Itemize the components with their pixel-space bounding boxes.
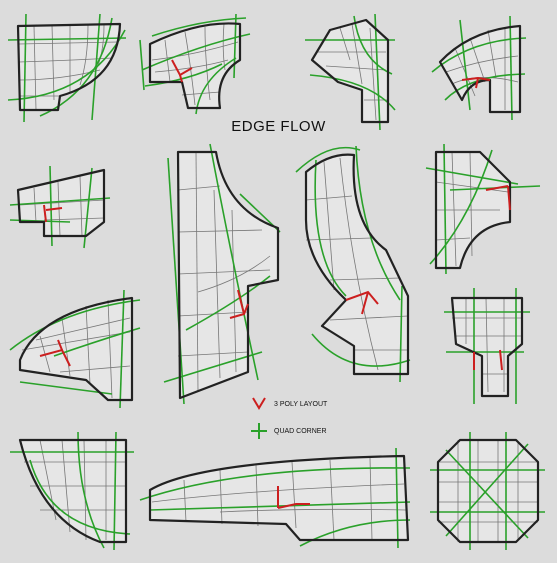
shape-long-bar (139, 447, 411, 549)
quad-corner-icon (251, 423, 267, 439)
legend-label-quad-corner: QUAD CORNER (274, 427, 327, 435)
shape-left-wedge (9, 289, 141, 409)
shape-small-step (9, 165, 111, 249)
three-poly-icon (252, 397, 266, 410)
shape-bottom-left (10, 431, 134, 551)
shape-funnel (444, 288, 530, 404)
shape-right-tall (425, 143, 541, 275)
shape-octagon (430, 432, 545, 550)
shape-diagonal-l (305, 13, 396, 131)
legend-label-three-poly: 3 POLY LAYOUT (274, 400, 328, 408)
diagram-title: EDGE FLOW (231, 118, 326, 135)
legend-item-three-poly: 3 POLY LAYOUT (250, 396, 327, 412)
shape-quarter-ring (431, 15, 527, 121)
shape-top-left-corner (7, 13, 127, 123)
shape-fan-pole (139, 13, 251, 115)
shape-tall-left (163, 143, 281, 405)
legend-item-quad-corner: QUAD CORNER (250, 422, 327, 440)
shape-s-curve (295, 145, 411, 383)
